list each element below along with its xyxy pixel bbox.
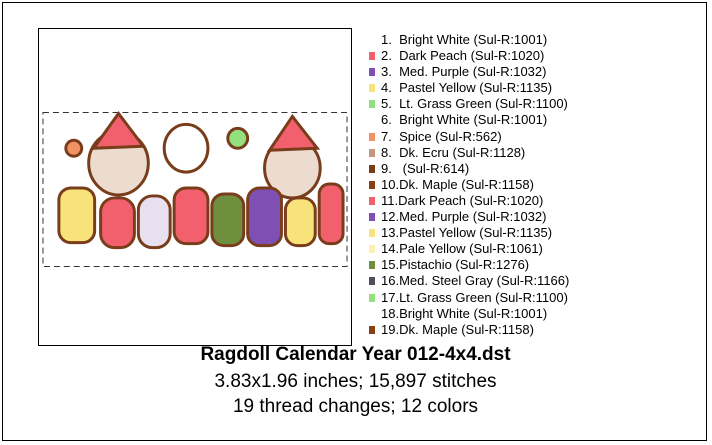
thread-swatch: [369, 84, 375, 92]
thread-item: 11.Dark Peach (Sul-R:1020): [369, 193, 569, 209]
thread-swatch: [369, 229, 375, 237]
thread-label: 5. Lt. Grass Green (Sul-R:1100): [381, 96, 568, 112]
thread-swatch: [369, 310, 375, 318]
thread-label: 15.Pistachio (Sul-R:1276): [381, 257, 529, 273]
thread-swatch: [369, 326, 375, 334]
thread-item: 18.Bright White (Sul-R:1001): [369, 306, 569, 322]
thread-item: 7. Spice (Sul-R:562): [369, 129, 569, 145]
thread-item: 17.Lt. Grass Green (Sul-R:1100): [369, 290, 569, 306]
thread-swatch: [369, 294, 375, 302]
thread-swatch: [369, 261, 375, 269]
thread-label: 1. Bright White (Sul-R:1001): [381, 32, 547, 48]
thread-swatch: [369, 52, 375, 60]
thread-swatch: [369, 100, 375, 108]
thread-swatch: [369, 36, 375, 44]
embroidery-artwork: [59, 113, 343, 247]
thread-item: 10.Dk. Maple (Sul-R:1158): [369, 177, 569, 193]
design-summary: 19 thread changes; 12 colors: [3, 396, 708, 418]
thread-label: 16.Med. Steel Gray (Sul-R:1166): [381, 273, 569, 289]
thread-item: 19.Dk. Maple (Sul-R:1158): [369, 322, 569, 338]
thread-swatch: [369, 277, 375, 285]
design-size: 3.83x1.96 inches; 15,897 stitches: [3, 371, 708, 393]
thread-swatch: [369, 197, 375, 205]
design-sheet: 1. Bright White (Sul-R:1001)2. Dark Peac…: [2, 2, 707, 441]
thread-swatch: [369, 245, 375, 253]
thread-label: 9. (Sul-R:614): [381, 161, 469, 177]
thread-label: 2. Dark Peach (Sul-R:1020): [381, 48, 544, 64]
thread-item: 12.Med. Purple (Sul-R:1032): [369, 209, 569, 225]
thread-label: 18.Bright White (Sul-R:1001): [381, 306, 547, 322]
thread-label: 12.Med. Purple (Sul-R:1032): [381, 209, 546, 225]
thread-label: 6. Bright White (Sul-R:1001): [381, 112, 547, 128]
thread-label: 3. Med. Purple (Sul-R:1032): [381, 64, 546, 80]
thread-item: 8. Dk. Ecru (Sul-R:1128): [369, 145, 569, 161]
thread-label: 7. Spice (Sul-R:562): [381, 129, 502, 145]
thread-item: 16.Med. Steel Gray (Sul-R:1166): [369, 273, 569, 289]
thread-swatch: [369, 117, 375, 125]
thread-item: 9. (Sul-R:614): [369, 161, 569, 177]
design-title: Ragdoll Calendar Year 012-4x4.dst: [3, 344, 708, 366]
thread-item: 3. Med. Purple (Sul-R:1032): [369, 64, 569, 80]
thread-item: 15.Pistachio (Sul-R:1276): [369, 257, 569, 273]
thread-label: 13.Pastel Yellow (Sul-R:1135): [381, 225, 552, 241]
thread-item: 4. Pastel Yellow (Sul-R:1135): [369, 80, 569, 96]
thread-item: 2. Dark Peach (Sul-R:1020): [369, 48, 569, 64]
thread-item: 14.Pale Yellow (Sul-R:1061): [369, 241, 569, 257]
thread-item: 5. Lt. Grass Green (Sul-R:1100): [369, 96, 569, 112]
thread-swatch: [369, 133, 375, 141]
thread-label: 11.Dark Peach (Sul-R:1020): [381, 193, 543, 209]
thread-item: 13.Pastel Yellow (Sul-R:1135): [369, 225, 569, 241]
thread-label: 17.Lt. Grass Green (Sul-R:1100): [381, 290, 568, 306]
thread-label: 4. Pastel Yellow (Sul-R:1135): [381, 80, 552, 96]
thread-swatch: [369, 181, 375, 189]
thread-list: 1. Bright White (Sul-R:1001)2. Dark Peac…: [369, 32, 569, 338]
thread-item: 6. Bright White (Sul-R:1001): [369, 112, 569, 128]
thread-label: 10.Dk. Maple (Sul-R:1158): [381, 177, 534, 193]
thread-swatch: [369, 165, 375, 173]
thread-swatch: [369, 149, 375, 157]
design-preview: [38, 28, 352, 346]
thread-label: 8. Dk. Ecru (Sul-R:1128): [381, 145, 525, 161]
thread-item: 1. Bright White (Sul-R:1001): [369, 32, 569, 48]
thread-swatch: [369, 213, 375, 221]
thread-label: 14.Pale Yellow (Sul-R:1061): [381, 241, 543, 257]
thread-label: 19.Dk. Maple (Sul-R:1158): [381, 322, 534, 338]
thread-swatch: [369, 68, 375, 76]
